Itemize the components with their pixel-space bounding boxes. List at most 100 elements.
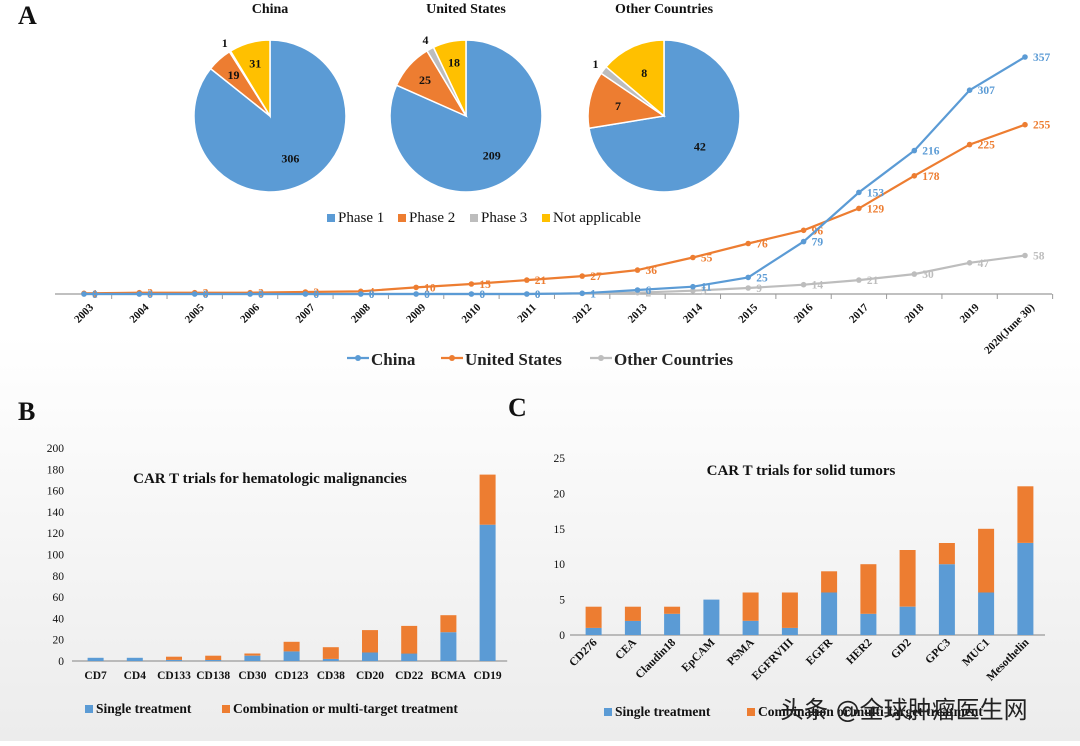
data-label: 25 [756,272,768,284]
bar-segment [205,655,222,660]
legend-label: Combination or multi-target treatment [758,704,983,719]
data-label: 0 [313,289,319,301]
data-label: 0 [369,289,375,301]
data-point [1022,54,1028,60]
bar-segment [362,630,378,653]
x-tick-label: Mesothelin [985,636,1032,683]
data-label: 10 [424,282,436,294]
legend-swatch [604,708,612,716]
data-point [966,260,973,266]
x-tick-label: CD38 [317,670,345,682]
pie-title: Other Countries [615,2,714,17]
data-label: 0 [203,289,209,301]
bar-segment [978,528,995,593]
pie-slice-label: 19 [228,68,240,82]
data-label: 5 [701,286,707,298]
data-point [690,254,696,261]
data-label: 1 [590,288,596,300]
data-point [745,240,751,247]
x-tick-label: 2019 [958,301,982,325]
x-tick-label: CD19 [474,670,502,682]
legend-label: Phase 1 [338,210,384,226]
bar-segment [585,606,602,628]
data-point [247,291,253,297]
bar-segment [166,656,182,660]
line-chart: 2003 2004 2005 2006 2007 2008 2009 2010 2011 2012… [55,52,1054,369]
legend-label: Phase 2 [409,210,455,226]
x-tick-label: 2003 [72,301,96,325]
data-point [468,291,475,297]
x-tick-label: 2011 [515,302,539,326]
x-tick-label: 2015 [736,301,760,325]
data-label: 96 [812,225,824,237]
bar-segment [978,592,995,635]
data-label: 2 [646,288,652,300]
chart-title: CAR T trials for hematologic malignancie… [133,471,407,487]
data-label: 11 [701,282,712,294]
x-tick-label: MUC1 [960,636,992,668]
legend-label: Phase 3 [481,210,527,226]
y-tick-label: 0 [559,630,565,642]
x-tick-label: CD276 [567,636,600,669]
data-label: 0 [479,289,485,301]
data-point [1022,252,1028,259]
data-label: 36 [646,265,658,277]
y-tick-label: 20 [53,635,65,647]
x-tick-label: 2005 [183,301,207,325]
pie-slice-label: 209 [483,149,501,163]
data-point [634,287,641,293]
data-label: 6 [646,285,652,297]
pie-slice-label: 31 [249,56,261,70]
pie-slice [605,39,665,118]
chart-title: CAR T trials for solid tumors [707,463,896,479]
x-tick-label: CD30 [238,670,266,682]
pie-slice-label: 25 [419,73,431,87]
y-tick-label: 120 [47,528,65,540]
data-point [690,287,696,294]
x-tick-label: CD22 [395,670,423,682]
x-tick-label: 2013 [626,301,650,325]
x-tick-label: EGFR [804,636,836,668]
x-tick-label: GD2 [889,636,914,661]
legend-swatch [85,705,93,713]
legend-marker [355,355,361,361]
legend-label: Not applicable [553,210,641,226]
x-tick-label: CD123 [275,670,309,682]
x-tick-label: GPC3 [923,636,953,666]
y-tick-label: 20 [554,488,566,500]
data-label: 0 [92,289,98,301]
bar-segment [624,620,641,635]
legend-label: Single treatment [96,701,192,716]
data-point [690,283,696,290]
pie-slice-label: 18 [448,56,460,70]
data-point [634,267,641,273]
pie-slice-label: 42 [694,140,706,154]
data-label: 14 [812,280,824,292]
data-label: 216 [922,146,940,158]
data-label: 153 [867,187,885,199]
pie-slice-label: 306 [281,152,299,166]
data-point [800,238,807,245]
legend-label: Other Countries [614,350,734,369]
data-label: 30 [922,269,934,281]
x-tick-label: HER2 [844,636,874,666]
data-point [966,141,973,148]
data-point [966,87,973,93]
data-label: 0 [258,289,264,301]
legend-swatch [470,214,478,222]
data-label: 357 [1033,52,1051,64]
bar-segment [87,657,104,661]
data-point [413,291,419,297]
data-label: 129 [867,203,885,215]
data-label: 307 [978,85,996,97]
legend-swatch [747,708,755,716]
bar-segment [860,613,877,635]
data-label: 255 [1033,120,1051,132]
data-label: 55 [701,253,713,265]
x-tick-label: 2017 [847,301,871,325]
data-point [911,173,918,179]
bar-segment [322,658,339,661]
data-label: 21 [867,275,879,287]
